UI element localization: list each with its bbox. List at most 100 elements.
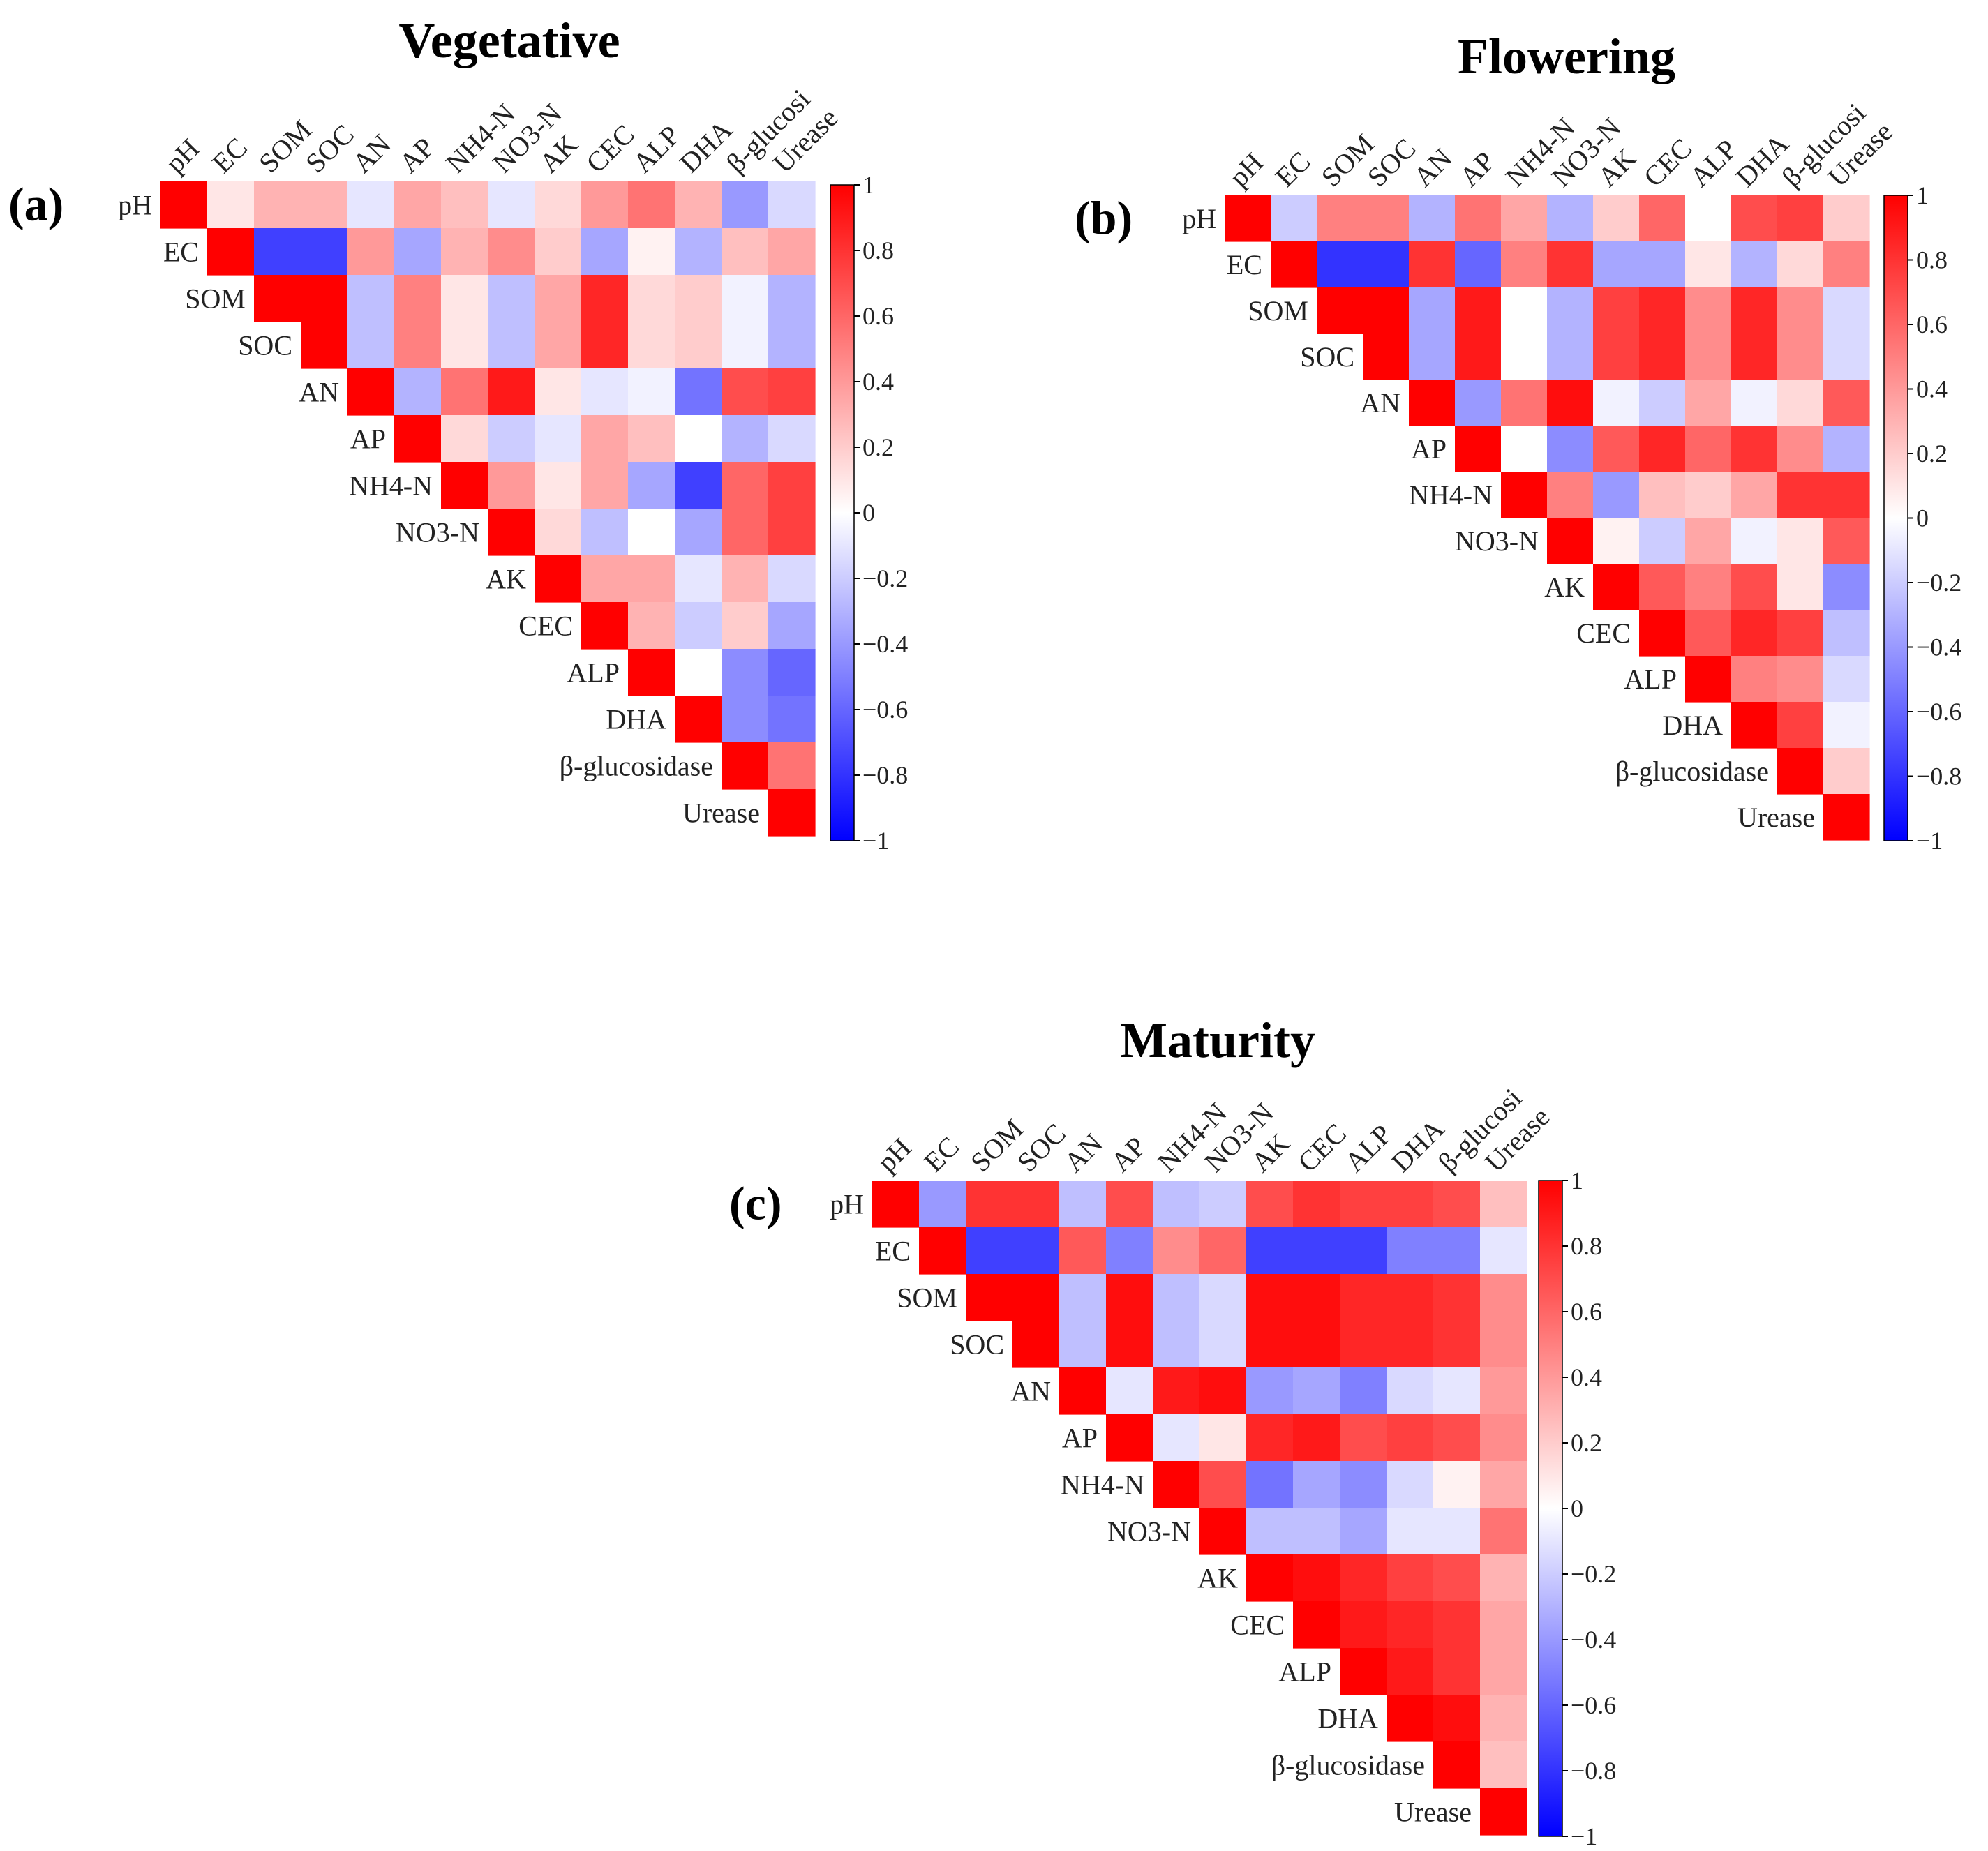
heatmap-cell xyxy=(1293,1508,1340,1555)
heatmap-cell xyxy=(581,322,629,369)
heatmap-cell xyxy=(1639,472,1686,518)
heatmap-cell xyxy=(768,228,816,276)
heatmap-cell xyxy=(1593,472,1640,518)
row-label: SOC xyxy=(238,330,292,361)
heatmap-cell xyxy=(581,555,629,603)
heatmap-cell xyxy=(1433,1181,1481,1228)
heatmap-cell xyxy=(1153,1274,1200,1321)
heatmap-cell xyxy=(675,228,722,276)
heatmap-cell xyxy=(1387,1695,1434,1742)
heatmap-cell xyxy=(394,322,442,369)
heatmap-cell xyxy=(1433,1227,1481,1275)
column-label: EC xyxy=(206,131,253,179)
colorbar-tick-label: −0.2 xyxy=(1916,569,1961,597)
heatmap-cell xyxy=(1433,1367,1481,1415)
column-label: ALP xyxy=(627,119,686,179)
colorbar-tick-label: −0.8 xyxy=(1916,763,1961,790)
row-label: EC xyxy=(875,1236,911,1267)
heatmap-cell xyxy=(1547,195,1594,242)
heatmap-cell xyxy=(1547,518,1594,564)
heatmap-cell xyxy=(1823,748,1870,795)
heatmap-cell xyxy=(1246,1227,1294,1275)
heatmap-cell xyxy=(1012,1321,1060,1368)
heatmap-cell xyxy=(535,555,582,603)
heatmap-cell xyxy=(207,228,255,276)
heatmap-cell xyxy=(1455,241,1502,288)
heatmap-cell xyxy=(581,368,629,416)
heatmap-cell xyxy=(722,555,769,603)
heatmap-cell xyxy=(535,509,582,556)
row-label: Urease xyxy=(682,797,760,829)
row-label: SOM xyxy=(1248,295,1308,327)
heatmap-cell xyxy=(441,368,488,416)
heatmap-cell xyxy=(628,181,675,229)
heatmap-cell xyxy=(1246,1274,1294,1321)
colorbar-tick-label: 0 xyxy=(1571,1494,1583,1522)
heatmap-cell xyxy=(347,322,395,369)
heatmap-cell xyxy=(535,181,582,229)
heatmap-cell xyxy=(254,275,301,322)
colorbar-tick-label: 1 xyxy=(1571,1167,1583,1194)
heatmap-cell xyxy=(722,415,769,463)
row-label: CEC xyxy=(1576,617,1631,649)
colorbar-tick-label: 0.2 xyxy=(1916,440,1948,467)
row-label: β-glucosidase xyxy=(1271,1750,1425,1781)
heatmap-cell xyxy=(1293,1181,1340,1228)
heatmap-cell xyxy=(1433,1508,1481,1555)
heatmap-cell xyxy=(675,696,722,743)
heatmap-cell xyxy=(675,602,722,650)
heatmap-cell xyxy=(1199,1321,1247,1368)
heatmap-cell xyxy=(722,181,769,229)
heatmap-cell xyxy=(1777,518,1824,564)
heatmap-cell xyxy=(1409,334,1456,380)
heatmap-cell xyxy=(768,555,816,603)
colorbar xyxy=(1883,195,1908,841)
heatmap-cell xyxy=(1777,472,1824,518)
heatmap-cell xyxy=(675,181,722,229)
heatmap-cell xyxy=(1731,518,1778,564)
heatmap-cell xyxy=(1363,241,1410,288)
heatmap-cell xyxy=(535,368,582,416)
heatmap-cell xyxy=(1433,1695,1481,1742)
heatmap-cell xyxy=(1433,1321,1481,1368)
heatmap-cell xyxy=(1059,1321,1107,1368)
heatmap-cell xyxy=(1823,656,1870,703)
heatmap-cell xyxy=(1106,1367,1153,1415)
heatmap-cell xyxy=(722,602,769,650)
heatmap-cell xyxy=(1387,1461,1434,1508)
heatmap-cell xyxy=(675,462,722,509)
heatmap-cell xyxy=(1387,1554,1434,1602)
colorbar-tick-label: 0.8 xyxy=(1571,1232,1602,1260)
heatmap-cell xyxy=(1731,472,1778,518)
colorbar-tick-label: −1 xyxy=(1571,1822,1597,1850)
heatmap-cell xyxy=(628,555,675,603)
panel-maturity: Maturity(c) pHECSOMSOCANAPNH4-NNO3-NAKCEC… xyxy=(729,1012,1616,1850)
colorbar-tick-label: 1 xyxy=(1916,181,1929,209)
panel-letter: (b) xyxy=(1075,191,1133,244)
colorbar-tick-label: −0.4 xyxy=(862,630,908,658)
heatmap-cell xyxy=(1731,334,1778,380)
heatmap-cell xyxy=(1639,610,1686,657)
row-label: AN xyxy=(1360,387,1400,419)
row-label: DHA xyxy=(606,704,666,735)
heatmap-cell xyxy=(1685,380,1732,426)
heatmap-cell xyxy=(347,368,395,416)
heatmap-cell xyxy=(1777,702,1824,749)
row-label: pH xyxy=(830,1189,864,1220)
heatmap-cell xyxy=(347,228,395,276)
heatmap-cell xyxy=(1777,287,1824,334)
heatmap-cell xyxy=(1340,1508,1387,1555)
heatmap-cell xyxy=(675,322,722,369)
heatmap-cell xyxy=(1387,1601,1434,1649)
panel-letter: (a) xyxy=(8,178,63,231)
row-label: NO3-N xyxy=(1107,1516,1191,1548)
heatmap-cell xyxy=(301,228,348,276)
row-label: Urease xyxy=(1737,802,1815,833)
heatmap-cell xyxy=(1547,472,1594,518)
heatmap-cell xyxy=(1593,287,1640,334)
column-label: EC xyxy=(1269,145,1317,193)
heatmap-cell xyxy=(1106,1321,1153,1368)
heatmap-cell xyxy=(1731,702,1778,749)
heatmap-cell xyxy=(1480,1414,1527,1462)
heatmap-cell xyxy=(1106,1414,1153,1462)
